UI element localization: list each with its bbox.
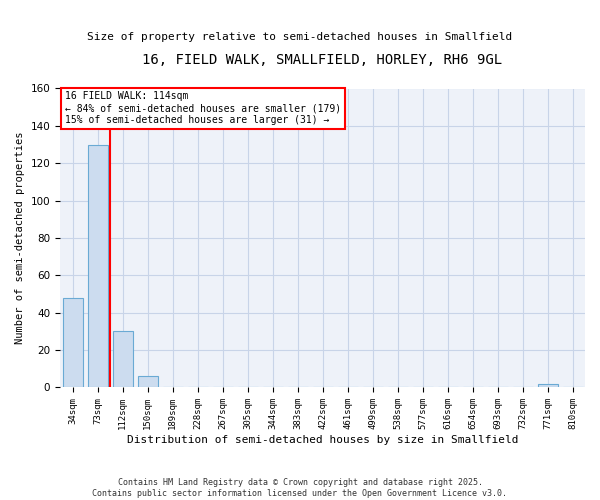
Title: 16, FIELD WALK, SMALLFIELD, HORLEY, RH6 9GL: 16, FIELD WALK, SMALLFIELD, HORLEY, RH6 … <box>142 52 503 66</box>
Text: Size of property relative to semi-detached houses in Smallfield: Size of property relative to semi-detach… <box>88 32 512 42</box>
Bar <box>88 144 107 388</box>
Text: 16 FIELD WALK: 114sqm
← 84% of semi-detached houses are smaller (179)
15% of sem: 16 FIELD WALK: 114sqm ← 84% of semi-deta… <box>65 92 341 124</box>
Bar <box>62 298 83 388</box>
Bar <box>137 376 158 388</box>
Bar <box>113 332 133 388</box>
Y-axis label: Number of semi-detached properties: Number of semi-detached properties <box>15 132 25 344</box>
Bar <box>538 384 557 388</box>
X-axis label: Distribution of semi-detached houses by size in Smallfield: Distribution of semi-detached houses by … <box>127 435 518 445</box>
Text: Contains HM Land Registry data © Crown copyright and database right 2025.
Contai: Contains HM Land Registry data © Crown c… <box>92 478 508 498</box>
